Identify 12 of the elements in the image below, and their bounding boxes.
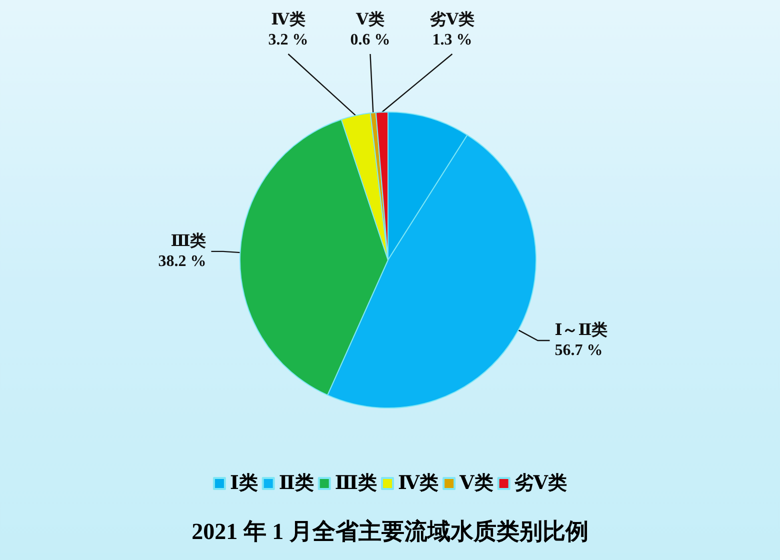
legend-label: Ⅱ类: [278, 472, 314, 494]
data-label: 劣Ⅴ类 1.3 %: [429, 10, 474, 48]
data-label: Ⅰ～Ⅱ类 56.7 %: [554, 320, 608, 359]
legend-label: 劣Ⅴ类: [513, 472, 568, 494]
data-label: Ⅲ类 38.2 %: [158, 232, 206, 270]
data-label: Ⅴ类 0.6 %: [350, 10, 390, 48]
legend-label: Ⅳ类: [398, 472, 439, 494]
legend-label: Ⅲ类: [334, 472, 377, 494]
text: 2021 年 1 月全省主要流域水质类别比例: [192, 518, 588, 544]
legend-label: Ⅴ类: [458, 472, 494, 494]
legend-label: Ⅰ类: [230, 472, 258, 494]
data-label: Ⅳ类 3.2 %: [268, 10, 308, 48]
